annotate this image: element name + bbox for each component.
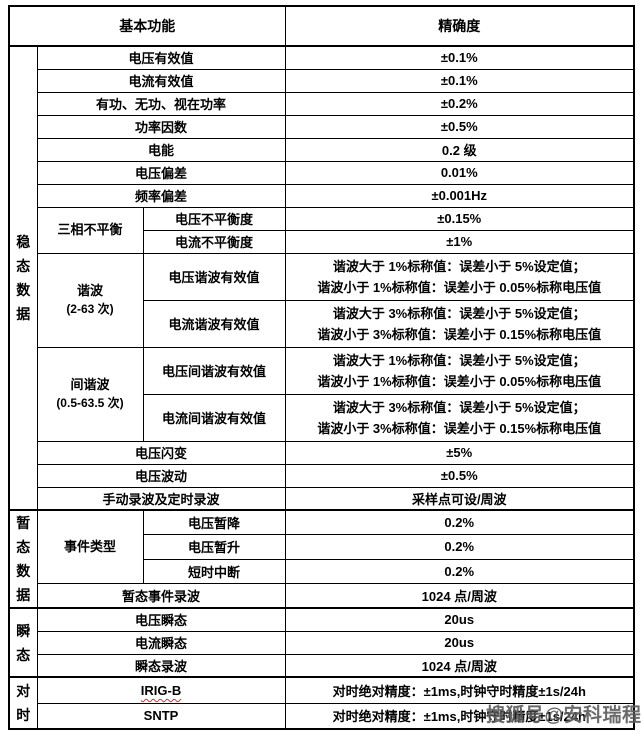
group-char: 据 <box>16 306 31 322</box>
group-transient: 瞬 态 <box>8 607 38 678</box>
group-char: 对 <box>16 683 31 699</box>
group-sag-data: 暂 态 数 据 <box>8 509 38 609</box>
cell-power-factor-value: ±0.5% <box>284 114 635 139</box>
cell-power-factor-label: 功率因数 <box>36 114 286 139</box>
group-char: 数 <box>16 563 31 579</box>
group-char: 数 <box>16 282 31 298</box>
cell-current-transient-label: 电流瞬态 <box>36 630 286 655</box>
subgroup-harmonics: 谐波 (2-63 次) <box>36 252 144 348</box>
cell-power-value: ±0.2% <box>284 91 635 116</box>
group-time-sync: 对 时 <box>8 676 38 730</box>
cell-voltage-deviation-label: 电压偏差 <box>36 160 286 185</box>
cell-frequency-deviation-value: ±0.001Hz <box>284 183 635 208</box>
cell-voltage-deviation-value: 0.01% <box>284 160 635 185</box>
cell-voltage-unbalance-label: 电压不平衡度 <box>142 206 286 231</box>
cell-power-label: 有功、无功、视在功率 <box>36 91 286 116</box>
cell-voltage-rms-label: 电压有效值 <box>36 45 286 70</box>
cell-manual-record-label: 手动录波及定时录波 <box>36 486 286 511</box>
cell-voltage-swell-label: 电压暂升 <box>142 534 286 560</box>
cell-flicker-value: ±5% <box>284 440 635 465</box>
header-accuracy: 精确度 <box>284 5 635 47</box>
cell-current-interharmonic-label: 电流间谐波有效值 <box>142 393 286 442</box>
group-char: 态 <box>16 539 31 555</box>
cell-voltage-rms-value: ±0.1% <box>284 45 635 70</box>
cell-voltage-unbalance-value: ±0.15% <box>284 206 635 231</box>
subgroup-label: 谐波 <box>76 283 103 298</box>
cell-fluctuation-label: 电压波动 <box>36 463 286 488</box>
cell-event-record-label: 暂态事件录波 <box>36 583 286 609</box>
cell-voltage-sag-label: 电压暂降 <box>142 509 286 535</box>
cell-event-record-value: 1024 点/周波 <box>284 583 635 609</box>
group-char: 态 <box>16 646 31 663</box>
irig-b-text: IRIG-B <box>140 682 182 698</box>
cell-fluctuation-value: ±0.5% <box>284 463 635 488</box>
value-line: 谐波大于 3%标称值：误差小于 5%设定值； <box>332 399 586 415</box>
cell-voltage-harmonic-value: 谐波大于 1%标称值：误差小于 5%设定值； 谐波小于 1%标称值：误差小于 0… <box>284 252 635 301</box>
value-line: 谐波大于 1%标称值：误差小于 5%设定值； <box>332 352 586 368</box>
cell-voltage-transient-value: 20us <box>284 607 635 632</box>
subgroup-label: 事件类型 <box>63 539 116 554</box>
cell-current-unbalance-value: ±1% <box>284 229 635 254</box>
cell-voltage-interharmonic-value: 谐波大于 1%标称值：误差小于 5%设定值； 谐波小于 1%标称值：误差小于 0… <box>284 346 635 395</box>
subgroup-range: (2-63 次) <box>66 302 114 316</box>
cell-current-harmonic-value: 谐波大于 3%标称值：误差小于 5%设定值； 谐波小于 3%标称值：误差小于 0… <box>284 299 635 348</box>
cell-current-harmonic-label: 电流谐波有效值 <box>142 299 286 348</box>
cell-current-interharmonic-value: 谐波大于 3%标称值：误差小于 5%设定值； 谐波小于 3%标称值：误差小于 0… <box>284 393 635 442</box>
cell-interruption-value: 0.2% <box>284 558 635 584</box>
cell-voltage-swell-value: 0.2% <box>284 534 635 560</box>
cell-sntp-value: 对时绝对精度：±1ms,时钟守时精度±1s/24h <box>284 702 635 730</box>
cell-voltage-harmonic-label: 电压谐波有效值 <box>142 252 286 301</box>
cell-irig-b-value: 对时绝对精度：±1ms,时钟守时精度±1s/24h <box>284 676 635 704</box>
cell-current-transient-value: 20us <box>284 630 635 655</box>
cell-current-unbalance-label: 电流不平衡度 <box>142 229 286 254</box>
subgroup-event-type: 事件类型 <box>36 509 144 584</box>
cell-current-rms-value: ±0.1% <box>284 68 635 93</box>
subgroup-three-phase-unbalance: 三相不平衡 <box>36 206 144 254</box>
group-char: 态 <box>16 258 31 274</box>
subgroup-range: (0.5-63.5 次) <box>56 396 124 410</box>
group-steady-state-data: 稳 态 数 据 <box>8 45 38 511</box>
header-basic-function: 基本功能 <box>8 5 286 47</box>
subgroup-interharmonics: 间谐波 (0.5-63.5 次) <box>36 346 144 442</box>
cell-voltage-sag-value: 0.2% <box>284 509 635 535</box>
value-line: 谐波小于 1%标称值：误差小于 0.05%标称电压值 <box>317 373 602 389</box>
cell-current-rms-label: 电流有效值 <box>36 68 286 93</box>
group-char: 时 <box>16 707 31 723</box>
value-line: 谐波大于 3%标称值：误差小于 5%设定值； <box>332 305 586 321</box>
cell-voltage-transient-label: 电压瞬态 <box>36 607 286 632</box>
value-line: 谐波大于 1%标称值：误差小于 5%设定值； <box>332 258 586 274</box>
subgroup-label: 间谐波 <box>70 377 110 392</box>
cell-manual-record-value: 采样点可设/周波 <box>284 486 635 511</box>
cell-sntp-label: SNTP <box>36 702 286 730</box>
cell-frequency-deviation-label: 频率偏差 <box>36 183 286 208</box>
value-line: 谐波小于 3%标称值：误差小于 0.15%标称电压值 <box>317 420 602 436</box>
value-line: 谐波小于 3%标称值：误差小于 0.15%标称电压值 <box>317 326 602 342</box>
cell-irig-b-label: IRIG-B <box>36 676 286 704</box>
cell-energy-value: 0.2 级 <box>284 137 635 162</box>
group-char: 暂 <box>16 515 31 531</box>
cell-energy-label: 电能 <box>36 137 286 162</box>
cell-transient-record-label: 瞬态录波 <box>36 653 286 678</box>
cell-voltage-interharmonic-label: 电压间谐波有效值 <box>142 346 286 395</box>
value-line: 谐波小于 1%标称值：误差小于 0.05%标称电压值 <box>317 279 602 295</box>
cell-transient-record-value: 1024 点/周波 <box>284 653 635 678</box>
subgroup-label: 三相不平衡 <box>57 222 123 237</box>
group-char: 稳 <box>16 234 31 250</box>
group-char: 瞬 <box>16 622 31 639</box>
cell-interruption-label: 短时中断 <box>142 558 286 584</box>
group-char: 据 <box>16 587 31 603</box>
cell-flicker-label: 电压闪变 <box>36 440 286 465</box>
spec-table: 基本功能 精确度 稳 态 数 据 电压有效值 ±0.1% 电流有效值 ±0.1%… <box>8 5 635 730</box>
